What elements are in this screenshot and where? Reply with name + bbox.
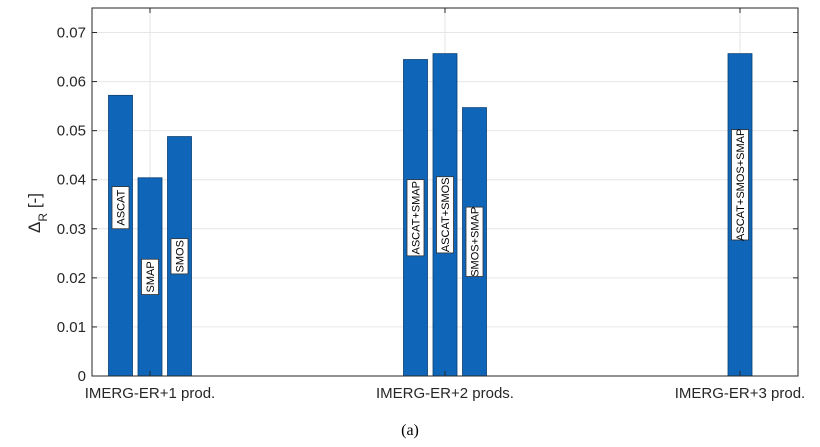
figure-caption: (a) [401,422,419,439]
bar-label: SMOS+SMAP [470,207,482,277]
bar-label: ASCAT+SMOS+SMAP [735,129,747,241]
bar-label-box [170,238,189,275]
y-tick-label: 0.04 [57,172,86,189]
bar-label-box [141,258,159,295]
bar-label: SMAP [145,261,157,292]
y-tick-label: 0.07 [57,25,86,42]
axes-frame [91,7,799,377]
bar-label-group: ASCAT+SMAP [406,179,425,257]
bar-label-group: ASCAT+SMOS [436,176,454,254]
y-axis-label-sub: R [36,213,50,222]
bar-label: SMOS [175,240,187,272]
y-axis-label-suffix: [-] [25,193,44,213]
y-tick-label: 0.02 [57,270,86,287]
y-tick-label: 0 [78,368,86,385]
bar-label-group: ASCAT [111,186,130,230]
bar-label-box [436,176,454,254]
axis-layer: 0 0.01 0.02 0.03 0.04 0.05 0.06 0.07 IMERG-ER+1 … [57,7,805,402]
y-tick-label: 0.03 [57,221,86,238]
y-tick-label: 0.05 [57,123,86,140]
x-tick-label: IMERG-ER+3 prod. [675,385,805,402]
bar-label-box [731,129,749,241]
bar-layer: ASCAT SMAP SMOS ASCAT+SMAP ASCAT+SMOS SMOS+SM… [108,53,753,377]
bar-label: ASCAT+SMAP [411,181,423,254]
bar-label-group: ASCAT+SMOS+SMAP [731,129,749,241]
y-tick-label: 0.01 [57,319,86,336]
y-axis-label-main: Δ [25,222,44,233]
bar-label-box [465,206,484,277]
bar-label-group: SMOS+SMAP [465,206,484,277]
bar-label-group: SMAP [141,258,159,295]
y-axis-label: ΔR [-] [25,193,50,233]
bar-label-group: SMOS [170,238,189,275]
bar-label: ASCAT [116,189,128,225]
y-tick-label: 0.06 [57,74,86,91]
x-tick-label: IMERG-ER+1 prod. [85,385,215,402]
bar-label-box [406,179,425,257]
x-tick-label: IMERG-ER+2 prods. [376,385,514,402]
bar-label-box [111,186,130,230]
bar-label: ASCAT+SMOS [440,177,452,252]
bar [108,94,133,377]
